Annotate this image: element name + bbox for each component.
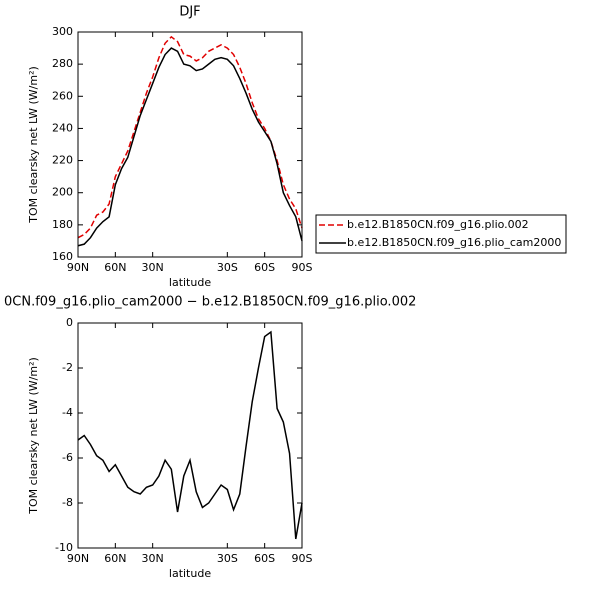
y-axis-label: TOM clearsky net LW (W/m²) [27,357,40,515]
y-tick-label: -8 [62,496,73,509]
y-tick-label: -2 [62,361,73,374]
y-tick-label: 160 [52,250,73,263]
x-axis-label: latitude [169,276,211,289]
y-tick-label: -4 [62,406,73,419]
y-tick-label: 0 [66,316,73,329]
x-tick-label: 30N [142,552,164,565]
y-axis-label: TOM clearsky net LW (W/m²) [27,66,40,224]
y-tick-label: -10 [55,541,73,554]
x-tick-label: 60S [254,552,275,565]
y-tick-label: 240 [52,121,73,134]
y-tick-label: -6 [62,451,73,464]
x-axis-label: latitude [169,567,211,580]
y-tick-label: 300 [52,25,73,38]
x-tick-label: 60N [104,261,126,274]
y-tick-label: 220 [52,154,73,167]
x-tick-label: 90S [292,552,313,565]
x-tick-label: 90N [67,261,89,274]
legend-label: b.e12.B1850CN.f09_g16.plio.002 [347,218,529,231]
x-tick-label: 30S [217,552,238,565]
data-line [77,330,303,540]
data-line [77,35,303,239]
y-tick-label: 200 [52,186,73,199]
x-tick-label: 30S [217,261,238,274]
y-tick-label: 280 [52,57,73,70]
x-tick-label: 90N [67,552,89,565]
chart-title: 0CN.f09_g16.plio_cam2000 − b.e12.B1850CN… [4,295,416,310]
legend-box [315,214,567,254]
y-tick-label: 180 [52,218,73,231]
chart-title: DJF [179,5,200,20]
data-line [77,47,303,247]
y-tick-label: 260 [52,89,73,102]
x-tick-label: 60N [104,552,126,565]
plot-frame [77,31,303,258]
x-tick-label: 60S [254,261,275,274]
x-tick-label: 30N [142,261,164,274]
legend-label: b.e12.B1850CN.f09_g16.plio_cam2000 [347,236,561,249]
x-tick-label: 90S [292,261,313,274]
plot-frame [77,322,303,549]
